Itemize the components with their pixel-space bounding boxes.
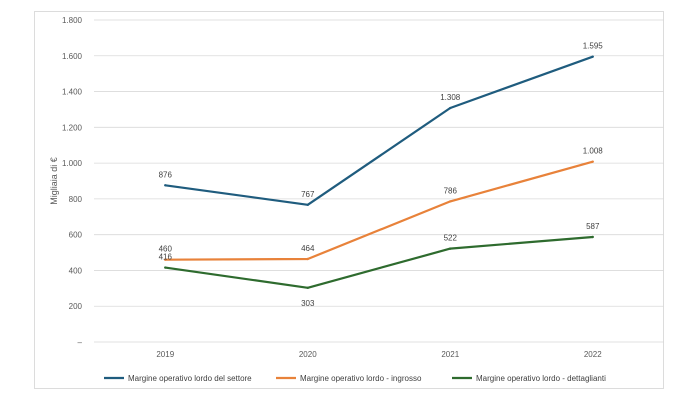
y-tick-label: 600 bbox=[69, 231, 83, 240]
y-tick-label: 1.000 bbox=[62, 159, 83, 168]
y-tick-label: 1.600 bbox=[62, 52, 83, 61]
chart-frame bbox=[34, 11, 664, 389]
data-point bbox=[164, 184, 167, 187]
data-label: 460 bbox=[159, 245, 173, 254]
data-point bbox=[591, 235, 594, 239]
data-point bbox=[449, 106, 452, 110]
data-point bbox=[306, 257, 309, 261]
data-label: 587 bbox=[586, 222, 600, 231]
legend-label: Margine operativo lordo del settore bbox=[128, 374, 252, 383]
series-line-1 bbox=[165, 55, 594, 206]
x-tick-label: 2022 bbox=[584, 350, 602, 359]
data-label: 876 bbox=[159, 170, 173, 179]
series-line-3 bbox=[165, 235, 593, 289]
data-label: 1.595 bbox=[583, 42, 604, 51]
y-tick-label: 1.400 bbox=[62, 88, 83, 97]
data-point bbox=[449, 200, 452, 203]
y-tick-label: 400 bbox=[69, 266, 83, 275]
y-tick-label: – bbox=[78, 338, 83, 347]
data-label: 464 bbox=[301, 244, 315, 253]
series-line-2 bbox=[165, 160, 594, 261]
data-label: 303 bbox=[301, 299, 315, 308]
data-point bbox=[449, 247, 452, 250]
y-tick-label: 1.800 bbox=[62, 16, 83, 25]
data-label: 767 bbox=[301, 190, 315, 199]
data-point bbox=[591, 55, 594, 58]
legend-label: Margine operativo lordo - dettaglianti bbox=[476, 374, 606, 383]
data-label: 416 bbox=[159, 253, 173, 262]
y-tick-label: 200 bbox=[69, 302, 83, 311]
data-label: 1.308 bbox=[440, 93, 461, 102]
data-label: 1.008 bbox=[583, 147, 604, 156]
x-tick-label: 2020 bbox=[299, 350, 317, 359]
x-tick-label: 2019 bbox=[156, 350, 174, 359]
x-tick-label: 2021 bbox=[441, 350, 459, 359]
data-label: 522 bbox=[444, 234, 458, 243]
data-point bbox=[306, 286, 309, 289]
data-point bbox=[164, 258, 167, 261]
data-point bbox=[306, 203, 309, 206]
legend-label: Margine operativo lordo - ingrosso bbox=[300, 374, 422, 383]
y-axis-label: Migliaia di € bbox=[49, 157, 59, 205]
data-point bbox=[591, 160, 594, 163]
y-tick-label: 800 bbox=[69, 195, 83, 204]
data-point bbox=[164, 266, 167, 269]
y-tick-label: 1.200 bbox=[62, 123, 83, 132]
data-label: 786 bbox=[444, 186, 458, 195]
